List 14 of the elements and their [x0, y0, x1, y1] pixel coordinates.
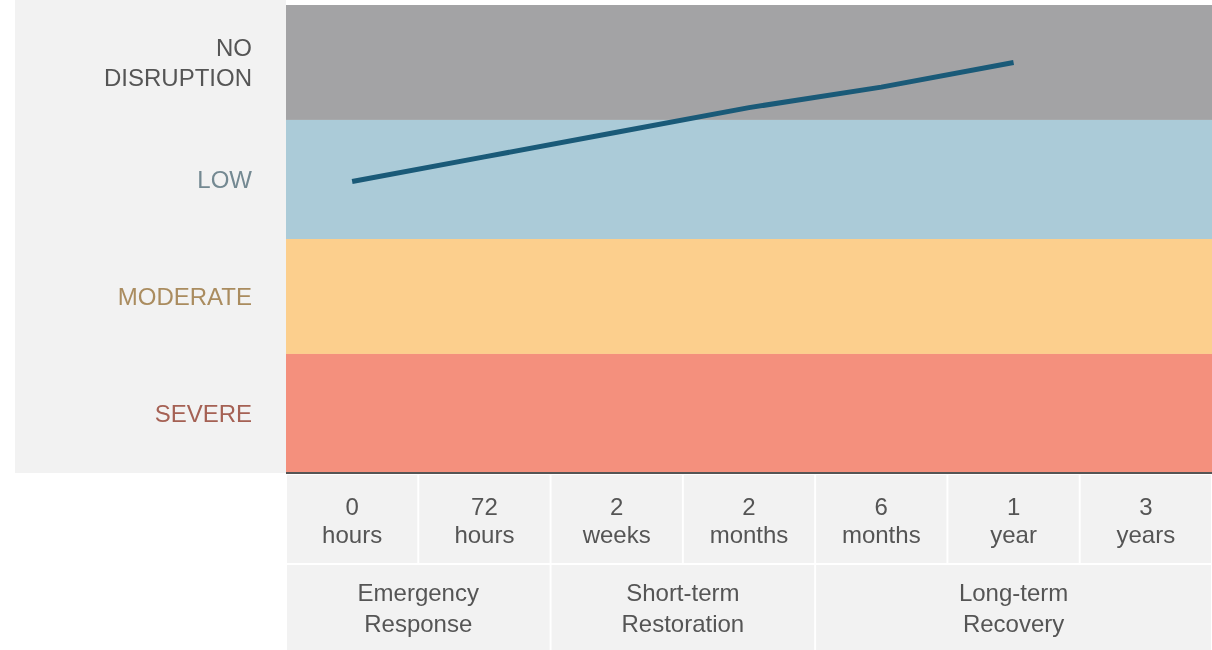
x-tick-label: 6 months [841, 493, 921, 548]
x-tick-label: 3 years [1116, 493, 1176, 548]
x-tick-label: 0 hours [322, 493, 383, 548]
x-tick-label: 72 hours [454, 493, 515, 548]
text: Long-term Recovery [958, 579, 1069, 637]
band-label: MODERATE [117, 282, 252, 310]
x-tick-label: 2 weeks [581, 493, 651, 548]
band-label: SEVERE [154, 399, 252, 427]
text: Emergency Response [357, 579, 479, 637]
band-label: NO DISRUPTION [103, 33, 252, 91]
x-tick-label: 1 year [990, 493, 1037, 548]
x-tick-label: 2 months [709, 493, 789, 548]
band-label: LOW [197, 165, 253, 193]
text: Short-term Restoration [621, 579, 745, 637]
